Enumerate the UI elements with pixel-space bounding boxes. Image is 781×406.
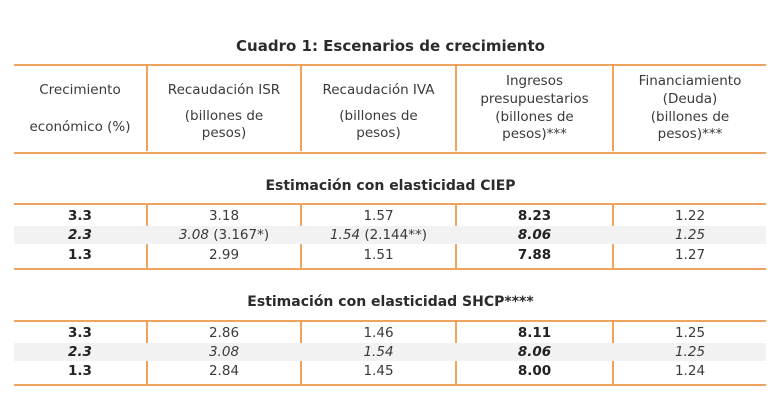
cell-iva: 1.46 bbox=[363, 325, 394, 341]
cell-ingresos: 8.06 bbox=[517, 344, 552, 360]
cell-deuda: 1.22 bbox=[674, 208, 706, 224]
header-divider bbox=[455, 66, 457, 151]
cell-ingresos: 8.11 bbox=[517, 325, 552, 341]
cell-deuda: 1.25 bbox=[674, 227, 706, 243]
header-line: pesos) bbox=[356, 125, 401, 141]
table-bottom-rule bbox=[14, 384, 766, 386]
header-line: pesos)*** bbox=[502, 126, 567, 142]
header-line: Ingresos bbox=[506, 73, 563, 89]
cell-ingresos: 8.00 bbox=[517, 363, 552, 379]
cell-growth: 2.3 bbox=[68, 344, 92, 360]
cell-extra: (2.144**) bbox=[360, 227, 428, 243]
section-bottom-rule bbox=[14, 268, 766, 270]
table-title: Cuadro 1: Escenarios de crecimiento bbox=[236, 37, 545, 55]
cell-deuda: 1.27 bbox=[674, 247, 706, 263]
cell-isr: 3.08 (3.167*) bbox=[148, 226, 300, 244]
cell-growth: 1.3 bbox=[68, 363, 92, 379]
header-line: Recaudación ISR bbox=[167, 82, 281, 98]
cell-iva: 1.54 (2.144**) bbox=[302, 226, 455, 244]
header-line: Crecimiento bbox=[39, 82, 121, 98]
cell-deuda: 1.25 bbox=[674, 344, 706, 360]
header-line: presupuestarios bbox=[480, 91, 589, 107]
cell-ingresos: 7.88 bbox=[517, 247, 552, 263]
section-rule bbox=[14, 320, 766, 322]
header-divider bbox=[300, 66, 302, 151]
header-iva: Recaudación IVA (billones de pesos) bbox=[302, 82, 455, 142]
cell-isr: 3.18 bbox=[148, 207, 300, 225]
cell-isr: 2.99 bbox=[148, 246, 300, 264]
header-line: pesos) bbox=[201, 125, 247, 141]
cell-growth: 1.3 bbox=[68, 247, 92, 263]
cell-iva: 1.45 bbox=[363, 363, 394, 379]
section-title: Estimación con elasticidad CIEP bbox=[265, 178, 516, 194]
cell-ingresos: 8.23 bbox=[517, 208, 552, 224]
header-growth: Crecimiento económico (%) bbox=[14, 82, 146, 136]
header-line: pesos)*** bbox=[657, 126, 723, 142]
cell-iva: 1.51 bbox=[302, 246, 455, 264]
cell-value: 3.18 bbox=[208, 208, 240, 224]
cell-deuda: 1.24 bbox=[674, 363, 706, 379]
header-ingresos: Ingresos presupuestarios (billones de pe… bbox=[457, 73, 612, 143]
cell-value: 1.54 bbox=[329, 227, 361, 243]
header-line: (billones de bbox=[495, 109, 574, 125]
cell-value: 1.57 bbox=[363, 208, 394, 224]
header-line: Recaudación IVA bbox=[322, 82, 435, 98]
header-line: (billones de bbox=[184, 108, 264, 124]
cell-value: 3.08 bbox=[178, 227, 209, 243]
header-line: (billones de bbox=[650, 109, 730, 125]
header-isr: Recaudación ISR (billones de pesos) bbox=[148, 82, 300, 142]
cell-extra: (3.167*) bbox=[208, 227, 270, 243]
header-divider bbox=[612, 66, 614, 151]
header-financiamiento: Financiamiento (Deuda) (billones de peso… bbox=[614, 73, 766, 143]
header-rule bbox=[14, 152, 766, 154]
header-divider bbox=[146, 66, 148, 151]
header-line: (Deuda) bbox=[662, 91, 718, 107]
cell-isr: 2.84 bbox=[208, 363, 240, 379]
cell-isr: 2.86 bbox=[208, 325, 240, 341]
row-shade bbox=[14, 226, 766, 244]
cell-iva: 1.54 bbox=[363, 344, 394, 360]
cell-growth: 3.3 bbox=[68, 325, 92, 341]
cell-growth: 2.3 bbox=[68, 227, 92, 243]
cell-isr: 3.08 bbox=[208, 344, 240, 360]
header-line: (billones de bbox=[339, 108, 418, 124]
section-rule bbox=[14, 203, 766, 205]
header-line: Financiamiento bbox=[638, 73, 742, 89]
cell-ingresos: 8.06 bbox=[517, 227, 552, 243]
cell-iva: 1.57 bbox=[302, 207, 455, 225]
cell-value: 2.99 bbox=[208, 247, 240, 263]
section-title: Estimación con elasticidad SHCP**** bbox=[247, 294, 534, 310]
row-shade bbox=[14, 343, 766, 361]
cell-growth: 3.3 bbox=[68, 208, 92, 224]
cell-deuda: 1.25 bbox=[674, 325, 706, 341]
top-rule bbox=[14, 64, 766, 66]
header-line: económico (%) bbox=[29, 119, 131, 135]
cell-value: 1.51 bbox=[363, 247, 394, 263]
